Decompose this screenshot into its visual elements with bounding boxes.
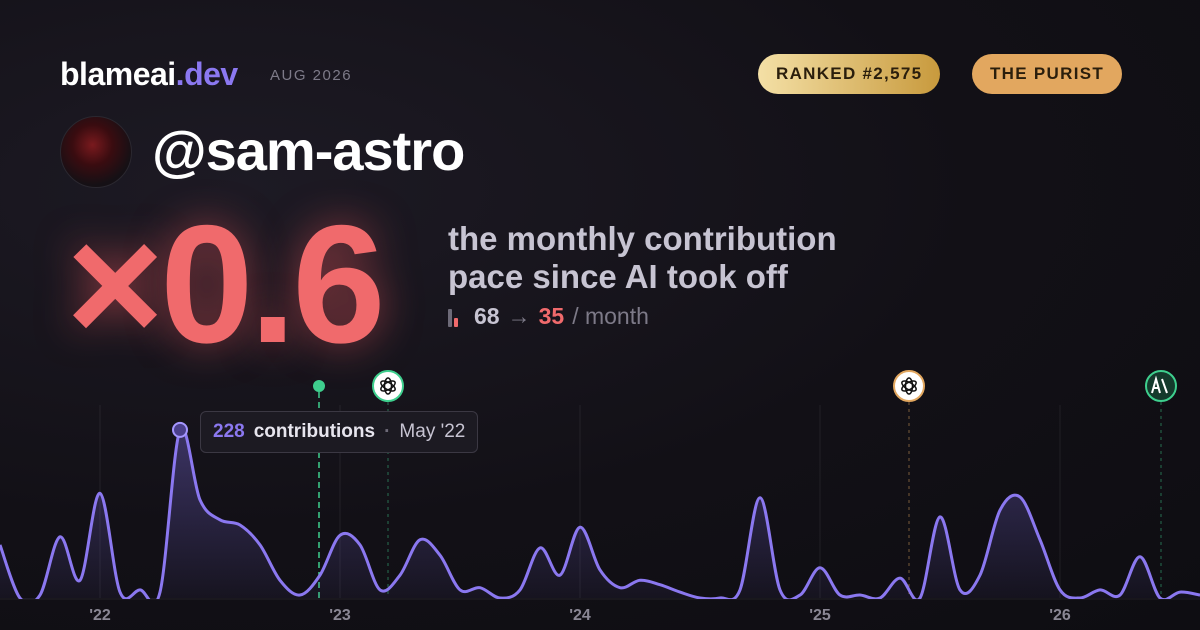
tooltip-separator: ·	[384, 421, 391, 442]
highlight-point	[172, 421, 188, 438]
brand-tld: .dev	[175, 56, 239, 92]
date: AUG 2026	[270, 67, 353, 84]
pace-unit: / month	[572, 303, 649, 329]
tooltip-label: contributions	[253, 421, 376, 442]
tooltip-value: 228	[213, 421, 245, 442]
pace-arrow: →	[507, 303, 531, 329]
brand-name: blameai	[60, 56, 176, 92]
x-tick-label: '25	[809, 607, 831, 624]
title-badge: THE PURIST	[972, 54, 1123, 94]
avatar	[60, 116, 132, 188]
x-tick-label: '26	[1049, 607, 1071, 624]
x-tick-label: '24	[569, 607, 591, 624]
handle: @sam-astro	[152, 119, 465, 182]
multiplier: ×0.6	[66, 190, 386, 378]
description-line: pace since AI took off	[448, 258, 788, 295]
description: the monthly contribution pace since AI t…	[448, 220, 837, 296]
anthropic-icon	[1145, 370, 1177, 402]
pace-icon	[448, 307, 458, 327]
description-line: the monthly contribution	[448, 220, 837, 257]
tooltip: 228 contributions · May '22	[200, 411, 479, 453]
pace-before: 68	[474, 303, 500, 329]
pace-after: 35	[538, 303, 565, 329]
event-dot	[313, 380, 325, 392]
openai-icon	[372, 370, 404, 402]
tooltip-date: May '22	[399, 421, 466, 442]
x-tick-label: '23	[329, 607, 351, 624]
openai-icon	[893, 370, 925, 402]
rank-badge: RANKED #2,575	[758, 54, 941, 94]
area	[0, 427, 1200, 599]
x-tick-label: '22	[89, 607, 111, 624]
pace: 68 → 35 / month	[448, 303, 649, 330]
brand: blameai.dev	[60, 56, 238, 93]
